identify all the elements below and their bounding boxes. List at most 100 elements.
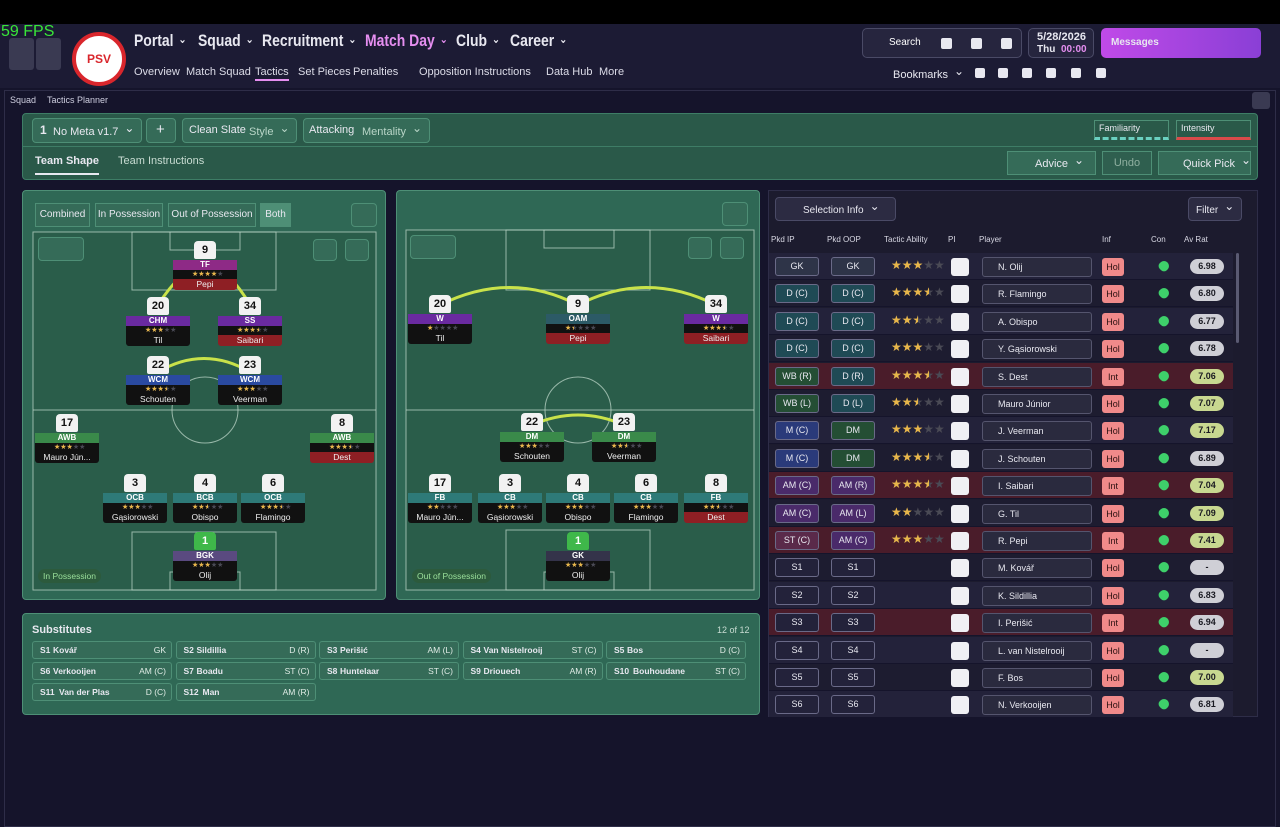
position-ip[interactable]: M (C) <box>775 448 819 468</box>
position-oop[interactable]: DM <box>831 448 875 468</box>
player-card[interactable]: 8FB Dest <box>684 474 748 524</box>
pi-icon[interactable] <box>951 586 969 605</box>
messages-button[interactable]: Messages <box>1101 28 1261 58</box>
substitute-entry[interactable]: S4 Van Nistelrooij ST (C) <box>462 641 603 659</box>
player-select[interactable]: G. Til <box>982 503 1092 524</box>
position-oop[interactable]: S4 <box>831 640 875 660</box>
player-select[interactable]: Y. Gąsiorowski <box>982 339 1092 360</box>
player-row[interactable]: S5 S5 F. Bos Hol 7.00 <box>769 664 1233 691</box>
pi-icon[interactable] <box>951 395 969 413</box>
visibility-dropdown[interactable] <box>410 235 456 259</box>
position-oop[interactable]: AM (L) <box>831 503 875 523</box>
quick-icon[interactable] <box>998 68 1008 78</box>
pi-icon[interactable] <box>951 669 969 687</box>
position-oop[interactable]: S2 <box>831 585 875 605</box>
position-ip[interactable]: S3 <box>775 613 819 633</box>
sub-nav-item[interactable]: Match Squad <box>186 66 251 78</box>
player-row[interactable]: S2 S2 K. Sildillia Hol 6.83 <box>769 581 1233 609</box>
view-mode-button[interactable]: Both <box>260 203 291 227</box>
pi-icon[interactable] <box>951 614 969 633</box>
position-ip[interactable]: S1 <box>775 558 819 578</box>
player-select[interactable]: Mauro Júnior <box>982 394 1092 414</box>
position-ip[interactable]: D (C) <box>775 311 819 331</box>
position-ip[interactable]: WB (R) <box>775 366 819 386</box>
player-row[interactable]: AM (C) AM (R) I. Saibari Int 7.04 <box>769 472 1233 500</box>
pi-icon[interactable] <box>951 422 969 441</box>
player-row[interactable]: S3 S3 I. Perišić Int 6.94 <box>769 609 1233 637</box>
position-oop[interactable]: D (L) <box>831 394 875 413</box>
pitch-tool[interactable] <box>720 237 744 259</box>
view-mode-button[interactable]: In Possession <box>95 203 163 227</box>
quick-pick-button[interactable]: Quick Pick <box>1158 151 1251 175</box>
player-select[interactable]: K. Sildillia <box>982 585 1092 606</box>
position-oop[interactable]: DM <box>831 421 875 441</box>
substitute-entry[interactable]: S7 Boadu ST (C) <box>175 662 316 680</box>
advice-button[interactable]: Advice <box>1007 151 1096 175</box>
player-card[interactable]: 3CB Gąsiorowski <box>478 474 542 524</box>
column-header[interactable]: Av Rat <box>1184 235 1208 244</box>
column-header[interactable]: Inf <box>1102 235 1111 244</box>
pi-icon[interactable] <box>951 532 969 550</box>
pi-icon[interactable] <box>951 285 969 304</box>
player-card[interactable]: 1GK Olij <box>546 532 610 582</box>
pi-icon[interactable] <box>951 340 969 359</box>
toolbar-button[interactable] <box>146 118 176 143</box>
position-ip[interactable]: D (C) <box>775 284 819 304</box>
position-ip[interactable]: ST (C) <box>775 531 819 550</box>
position-oop[interactable]: D (C) <box>831 339 875 359</box>
bookmarks[interactable]: Bookmarks <box>893 67 964 81</box>
player-row[interactable]: D (C) D (C) Y. Gąsiorowski Hol 6.78 <box>769 335 1233 363</box>
player-row[interactable]: M (C) DM J. Schouten Hol 6.89 <box>769 444 1233 472</box>
player-select[interactable]: I. Perišić <box>982 613 1092 634</box>
selection-info-button[interactable]: Selection Info <box>775 197 896 221</box>
forward-button[interactable] <box>36 38 61 70</box>
main-nav-item[interactable]: Match Day <box>365 31 448 51</box>
position-oop[interactable]: AM (R) <box>831 476 875 496</box>
pitch-tool[interactable] <box>345 239 369 261</box>
sub-nav-item[interactable]: Overview <box>134 66 180 78</box>
sub-nav-item[interactable]: Set Pieces <box>298 66 351 78</box>
position-ip[interactable]: GK <box>775 257 819 276</box>
search-button[interactable]: Search <box>889 37 921 48</box>
main-nav-item[interactable]: Squad <box>198 31 254 51</box>
substitute-entry[interactable]: S5 Bos D (C) <box>606 641 746 659</box>
main-nav-item[interactable]: Career <box>510 31 567 51</box>
quick-icon[interactable] <box>1022 68 1032 78</box>
pi-icon[interactable] <box>951 559 969 578</box>
position-ip[interactable]: D (C) <box>775 339 819 359</box>
sub-nav-item[interactable]: Data Hub <box>546 66 593 78</box>
quick-icon[interactable] <box>1096 68 1106 78</box>
player-select[interactable]: M. Kovář <box>982 558 1092 579</box>
substitute-entry[interactable]: S10 Bouhoudane ST (C) <box>606 662 746 680</box>
position-oop[interactable]: D (R) <box>831 366 875 386</box>
substitute-entry[interactable]: S3 Perišić AM (L) <box>319 641 459 659</box>
player-row[interactable]: GK GK N. Olij Hol 6.98 <box>769 253 1233 280</box>
position-ip[interactable]: M (C) <box>775 421 819 441</box>
player-card[interactable]: 34W Saibari <box>684 295 748 345</box>
breadcrumb-item[interactable]: Squad <box>10 95 37 105</box>
player-select[interactable]: S. Dest <box>982 366 1092 387</box>
pi-icon[interactable] <box>951 477 969 496</box>
substitute-entry[interactable]: S2 Sildillia D (R) <box>175 641 316 659</box>
position-oop[interactable]: S1 <box>831 558 875 578</box>
player-select[interactable]: N. Verkooijen <box>982 695 1092 716</box>
substitute-entry[interactable]: S12 Man AM (R) <box>175 683 316 701</box>
sub-nav-item[interactable]: Opposition Instructions <box>419 66 531 78</box>
column-header[interactable]: Tactic Ability <box>884 235 928 244</box>
column-header[interactable]: Con <box>1151 235 1166 244</box>
substitute-entry[interactable]: S11 Van der Plas D (C) <box>32 683 172 701</box>
tab[interactable]: Team Shape <box>35 155 99 175</box>
column-header[interactable]: Pkd OOP <box>827 235 861 244</box>
position-ip[interactable]: AM (C) <box>775 476 819 496</box>
pi-icon[interactable] <box>951 641 969 660</box>
substitute-entry[interactable]: S1 Kovář GK <box>32 641 172 659</box>
main-nav-item[interactable]: Club <box>456 31 500 51</box>
quick-icon[interactable] <box>975 68 985 78</box>
